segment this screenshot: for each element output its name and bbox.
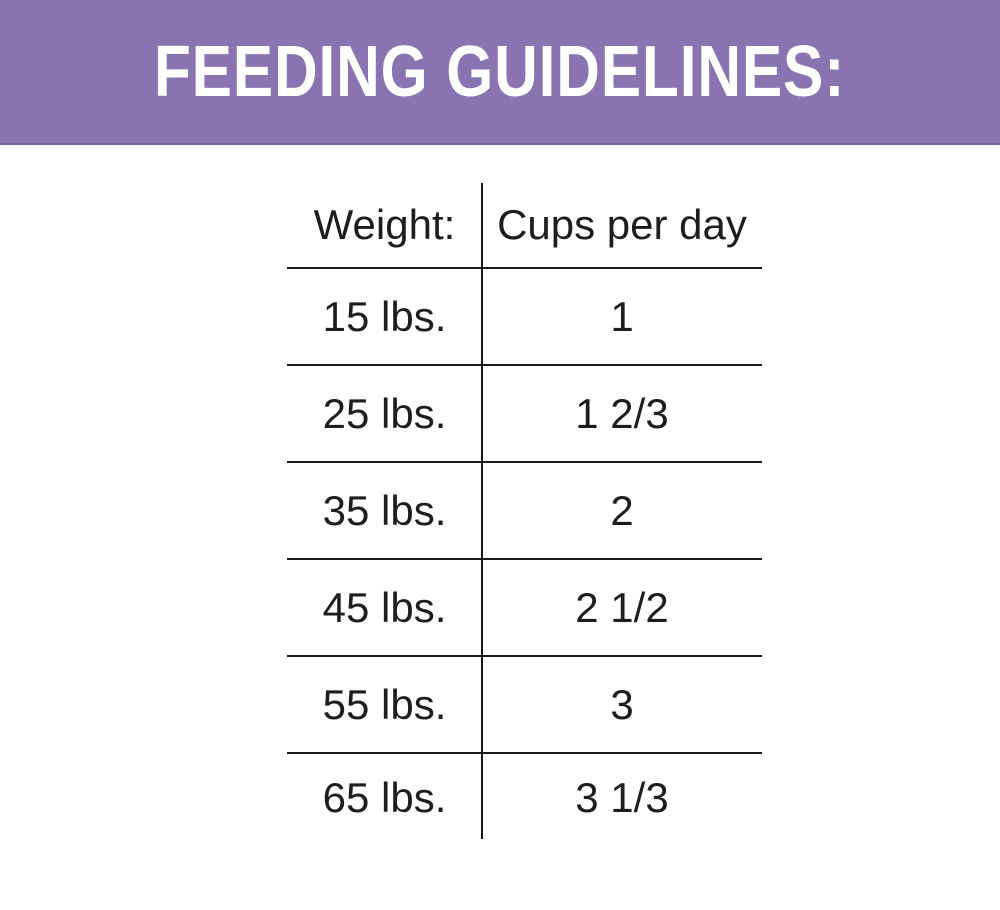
cups-value: 1 2/3	[575, 389, 669, 437]
table-row: 55 lbs. 3	[287, 657, 762, 754]
feeding-guidelines-table: Weight: Cups per day 15 lbs. 1 25 lbs. 1…	[287, 183, 762, 841]
weight-value: 65 lbs.	[322, 773, 447, 821]
cups-value: 1	[610, 292, 634, 340]
table-header-row: Weight: Cups per day	[287, 183, 762, 269]
table-row: 15 lbs. 1	[287, 269, 762, 366]
weight-value: 35 lbs.	[322, 486, 447, 534]
cups-value: 2 1/2	[575, 583, 669, 631]
cups-value: 3	[610, 680, 634, 728]
header-banner: FEEDING GUIDELINES:	[0, 0, 1000, 145]
weight-value: 15 lbs.	[322, 292, 447, 340]
column-divider-line	[481, 183, 483, 839]
cups-value: 2	[610, 486, 634, 534]
table-row: 25 lbs. 1 2/3	[287, 366, 762, 463]
cups-value: 3 1/3	[575, 773, 669, 821]
weight-value: 45 lbs.	[322, 583, 447, 631]
table-row: 65 lbs. 3 1/3	[287, 754, 762, 841]
page-title: FEEDING GUIDELINES:	[154, 31, 846, 112]
weight-value: 25 lbs.	[322, 389, 447, 437]
table-row: 45 lbs. 2 1/2	[287, 560, 762, 657]
column-header-weight: Weight:	[313, 201, 456, 248]
column-header-cups: Cups per day	[497, 201, 747, 248]
table-row: 35 lbs. 2	[287, 463, 762, 560]
weight-value: 55 lbs.	[322, 680, 447, 728]
